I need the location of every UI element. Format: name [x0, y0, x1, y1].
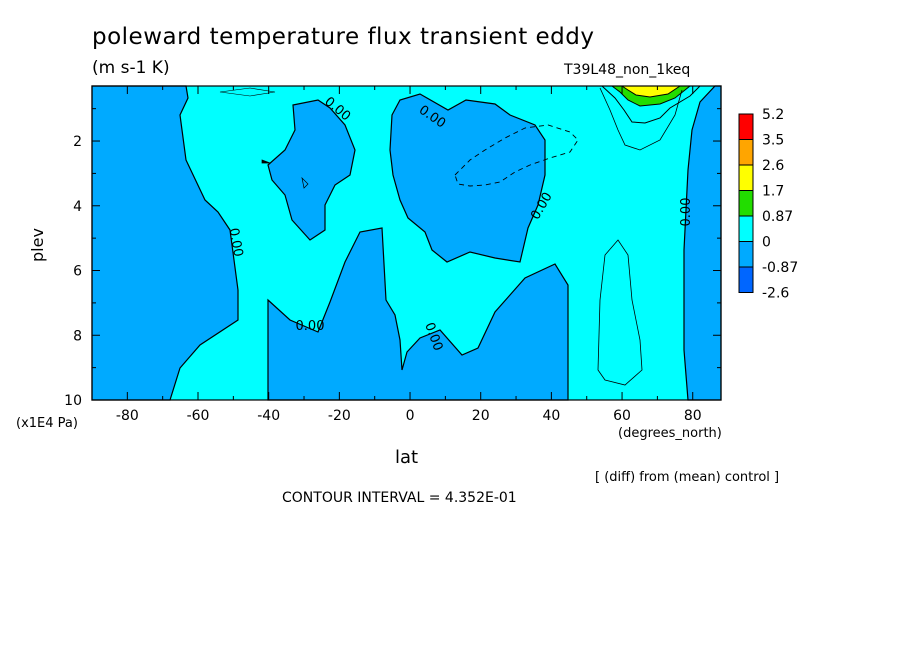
contour-line-small-1 — [301, 176, 309, 189]
colorbar-level-label: -2.6 — [762, 286, 789, 302]
contour-line-small-2 — [261, 159, 271, 164]
colorbar-level-label: 3.5 — [762, 133, 784, 149]
x-tick-label: 60 — [613, 408, 631, 424]
diff-note: [ (diff) from (mean) control ] — [595, 470, 780, 485]
negative-region-2 — [267, 227, 569, 401]
y-axis-title: plev — [28, 228, 47, 262]
colorbar-swatch — [738, 164, 754, 191]
x-tick-label: -20 — [328, 408, 351, 424]
colorbar: 5.2 3.5 2.6 1.7 0.87 0 -0.87 -2.6 — [738, 107, 798, 302]
colorbar-level-label: 5.2 — [762, 107, 784, 123]
plot-frame — [91, 85, 722, 401]
x-tick-label: 20 — [472, 408, 490, 424]
colorbar-swatch — [738, 113, 754, 140]
y-tick-label: 2 — [73, 134, 82, 150]
y-tick-label: 10 — [64, 393, 82, 409]
x-tick-label: -80 — [116, 408, 139, 424]
x-axis-title: lat — [395, 447, 419, 468]
y-tick-label: 4 — [73, 199, 82, 215]
contour-label: 0.00 — [679, 198, 694, 227]
colorbar-swatch — [738, 241, 754, 268]
contour-line-positive-3 — [219, 87, 276, 97]
plot-area: 0.00 0.000.000.00 0.000.00 0.00 — [91, 85, 722, 401]
colorbar-level-label: -0.87 — [762, 260, 798, 276]
x-tick-label: -60 — [187, 408, 210, 424]
contour-interval-text: CONTOUR INTERVAL = 4.352E-01 — [282, 490, 517, 506]
colorbar-level-label: 1.7 — [762, 184, 784, 200]
x-tick-label: 0 — [406, 408, 415, 424]
colorbar-swatch — [738, 190, 754, 217]
colorbar-swatch — [738, 266, 754, 293]
colorbar-swatch — [738, 215, 754, 242]
x-tick-label: -40 — [257, 408, 280, 424]
negative-region-4 — [389, 93, 546, 263]
run-label: T39L48_non_1keq — [564, 62, 691, 78]
colorbar-level-label: 2.6 — [762, 158, 784, 174]
y-tick-label: 6 — [73, 264, 82, 280]
colorbar-level-label: 0 — [762, 235, 771, 251]
units-label: (m s-1 K) — [92, 58, 170, 78]
axes: -80 -60 -40 -20 0 20 40 60 80 2 4 6 8 10 — [64, 85, 722, 424]
contour-line-negative-1 — [454, 124, 579, 187]
x-axis-units: (degrees_north) — [618, 426, 722, 441]
y-tick-label: 8 — [73, 328, 82, 344]
x-tick-label: 40 — [542, 408, 560, 424]
negative-region-1 — [91, 85, 239, 401]
negative-region-3 — [267, 99, 356, 241]
contour-label: 0.00 — [226, 227, 246, 258]
colorbar-level-label: 0.87 — [762, 209, 793, 225]
contour-label: 0.00 — [296, 319, 325, 334]
y-axis-units: (x1E4 Pa) — [16, 416, 78, 431]
x-tick-label: 80 — [684, 408, 702, 424]
chart-title: poleward temperature flux transient eddy — [92, 24, 595, 50]
colorbar-swatch — [738, 139, 754, 166]
contour-line-positive-1 — [599, 87, 683, 151]
contour-line-positive-2 — [597, 239, 643, 386]
